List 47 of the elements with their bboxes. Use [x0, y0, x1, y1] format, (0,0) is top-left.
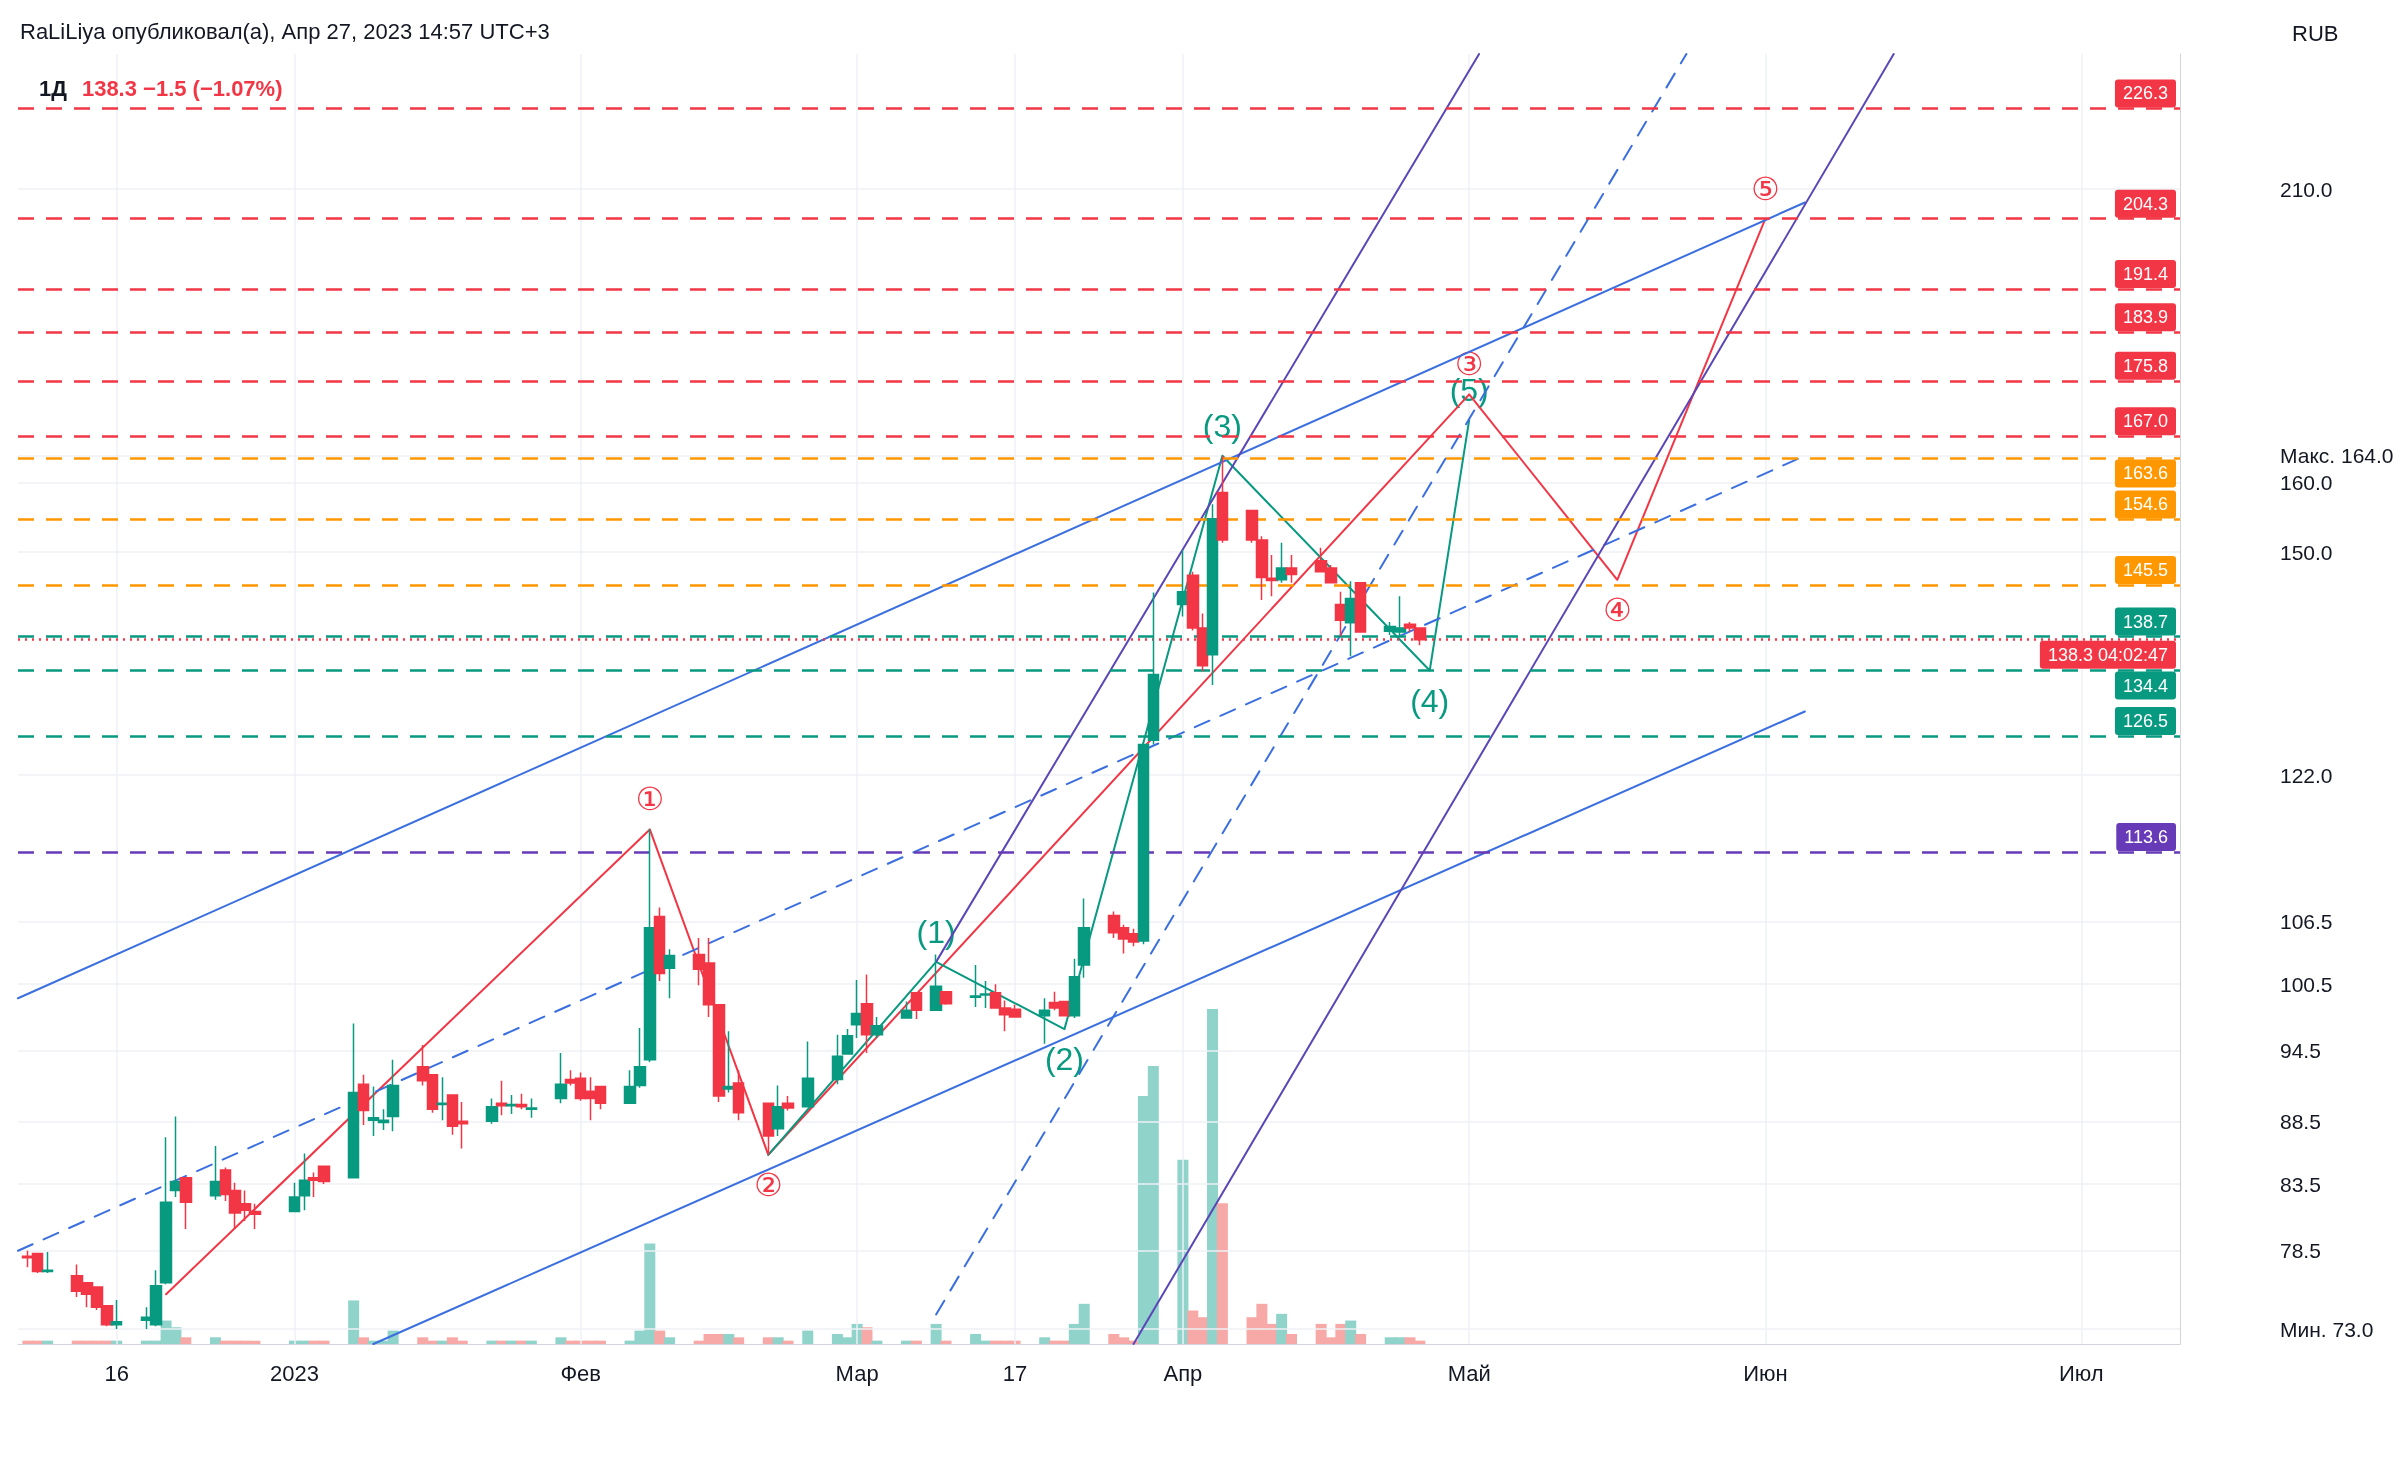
- y-tick-label: 122.0: [2280, 763, 2333, 787]
- y-tick-label: 210.0: [2280, 177, 2333, 201]
- x-tick-label: 17: [1002, 1360, 1028, 1386]
- text: 138.3 −1.5 (−1.07%): [81, 75, 283, 101]
- y-tick-label: 88.5: [2280, 1109, 2321, 1133]
- x-tick-label: Июн: [1743, 1360, 1788, 1386]
- ref-line-label: 154.6: [2122, 494, 2168, 515]
- annotation: ②: [753, 1166, 783, 1203]
- y-tick-label: 94.5: [2280, 1039, 2321, 1063]
- annotation: (3): [1202, 407, 1242, 444]
- text: RaLiLiya опубликовал(а), Апр 27, 2023 14:57 UTC+3: [20, 18, 550, 44]
- ref-line-label: 138.3 04:02:47: [2047, 644, 2168, 665]
- ref-line-label: 138.7: [2122, 611, 2168, 632]
- x-tick-label: Мар: [835, 1360, 879, 1386]
- y-tick-label: 150.0: [2280, 540, 2333, 564]
- annotation: (4): [1410, 682, 1450, 719]
- annotation: ⑤: [1751, 170, 1780, 207]
- ref-line-label: 226.3: [2122, 83, 2168, 104]
- ref-line-label: 175.8: [2122, 355, 2168, 376]
- y-tick-label: 83.5: [2280, 1172, 2321, 1196]
- ref-line-label: 191.4: [2122, 264, 2168, 285]
- ref-line-label: 167.0: [2122, 411, 2168, 432]
- y-tick-label: Макс. 164.0: [2280, 444, 2394, 468]
- ref-line-label: 163.6: [2122, 463, 2168, 484]
- x-tick-label: 2023: [269, 1360, 319, 1386]
- ref-line-label: 145.5: [2122, 559, 2168, 580]
- ref-line-label: 134.4: [2122, 675, 2168, 696]
- x-tick-label: 16: [104, 1360, 129, 1386]
- y-tick-label: 100.5: [2280, 972, 2333, 996]
- y-tick-label: Мин. 73.0: [2280, 1317, 2374, 1341]
- y-axis-title: RUB: [2292, 20, 2339, 46]
- x-tick-label: Фев: [560, 1360, 602, 1386]
- x-tick-label: Июл: [2058, 1360, 2104, 1386]
- text: 1Д: [39, 75, 68, 101]
- ref-line-label: 113.6: [2124, 826, 2168, 847]
- ref-line-label: 183.9: [2122, 307, 2168, 328]
- annotation: ①: [635, 781, 665, 818]
- ref-line-label: 204.3: [2122, 193, 2168, 214]
- annotation: (2): [1044, 1041, 1084, 1078]
- annotation: ④: [1602, 591, 1632, 628]
- x-tick-label: Апр: [1163, 1360, 1203, 1386]
- x-tick-label: Май: [1447, 1360, 1491, 1386]
- y-tick-label: 78.5: [2280, 1239, 2321, 1263]
- y-tick-label: 160.0: [2280, 470, 2333, 494]
- y-tick-label: 106.5: [2280, 910, 2333, 934]
- annotation: (1): [916, 913, 956, 950]
- ref-line-label: 126.5: [2122, 710, 2168, 731]
